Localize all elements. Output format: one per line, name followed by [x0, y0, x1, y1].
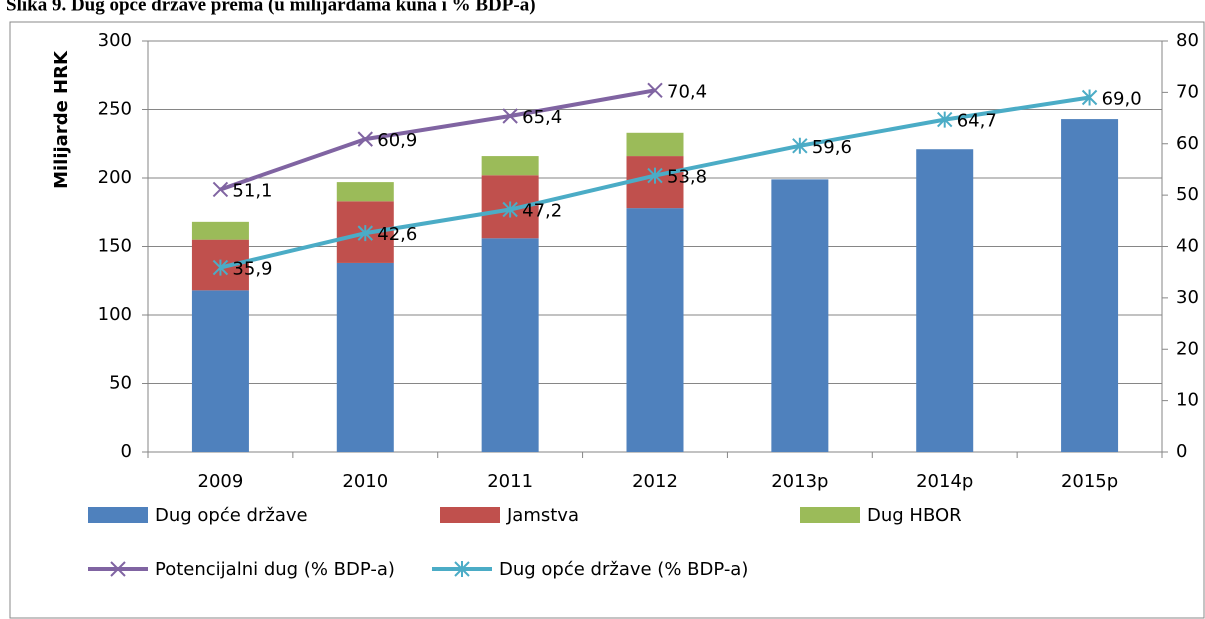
line-marker: [357, 225, 373, 242]
x-tick-label: 2010: [342, 471, 388, 492]
chart-title: Slika 9. Dug opće države prema (u milija…: [6, 0, 536, 15]
legend-label: Jamstva: [506, 505, 579, 526]
y2-tick-label: 10: [1176, 390, 1199, 411]
line-marker: [1081, 89, 1098, 106]
bar: [481, 156, 539, 176]
data-label: 47,2: [522, 201, 562, 222]
y2-tick-label: 50: [1176, 184, 1199, 205]
line-marker: [502, 108, 518, 124]
y2-tick-label: 60: [1176, 133, 1199, 154]
x-tick-label: 2015p: [1061, 471, 1118, 492]
line-marker: [937, 111, 953, 128]
data-label: 53,8: [667, 167, 707, 188]
data-label: 65,4: [522, 107, 562, 128]
data-label: 64,7: [957, 111, 997, 132]
y-tick-label: 0: [121, 441, 132, 462]
line-marker: [357, 131, 373, 147]
legend-label: Dug opće države (% BDP-a): [499, 559, 748, 580]
x-tick-label: 2013p: [771, 471, 828, 492]
line-marker: [212, 259, 229, 276]
bar: [191, 290, 249, 452]
y-tick-label: 300: [98, 30, 132, 51]
bar: [191, 221, 249, 240]
data-label: 51,1: [232, 180, 272, 201]
line-marker: [647, 167, 663, 184]
legend-label: Dug opće države: [155, 505, 308, 526]
legend-swatch: [440, 507, 500, 523]
line-marker: [212, 181, 229, 198]
legend-marker: [454, 561, 470, 577]
data-label: 42,6: [377, 224, 417, 245]
legend-label: Dug HBOR: [867, 505, 962, 526]
y-tick-label: 50: [109, 373, 132, 394]
y2-tick-label: 80: [1176, 30, 1199, 51]
legend-swatch: [88, 507, 148, 523]
y2-tick-label: 20: [1176, 338, 1199, 359]
line-marker: [502, 201, 518, 218]
data-label: 70,4: [667, 81, 707, 102]
data-label: 59,6: [812, 137, 852, 158]
bar: [916, 149, 974, 453]
legend-label: Potencijalni dug (% BDP-a): [155, 559, 395, 580]
y-tick-label: 250: [98, 99, 132, 120]
data-label: 35,9: [232, 259, 272, 280]
legend-swatch: [800, 507, 860, 523]
bar: [626, 132, 684, 157]
bar: [771, 179, 829, 452]
x-tick-label: 2011: [487, 471, 533, 492]
x-tick-label: 2014p: [916, 471, 973, 492]
x-tick-label: 2009: [198, 471, 244, 492]
line-marker: [792, 137, 808, 154]
bar: [626, 208, 684, 452]
data-label: 69,0: [1102, 89, 1142, 110]
legend-marker: [110, 561, 126, 577]
line-marker: [647, 82, 663, 99]
y2-tick-label: 70: [1176, 81, 1199, 102]
chart-frame: [9, 21, 1205, 619]
y2-tick-label: 30: [1176, 287, 1199, 308]
data-label: 60,9: [377, 130, 417, 151]
y-tick-label: 200: [98, 167, 132, 188]
y2-tick-label: 0: [1176, 441, 1187, 462]
bar: [336, 262, 394, 452]
bar: [481, 238, 539, 452]
y-tick-label: 100: [98, 304, 132, 325]
x-tick-label: 2012: [632, 471, 678, 492]
line: [219, 88, 656, 192]
bar: [336, 182, 394, 202]
bar: [1061, 119, 1119, 452]
y-axis-label: Milijarde HRK: [51, 50, 72, 189]
y-tick-label: 150: [98, 236, 132, 257]
y2-tick-label: 40: [1176, 236, 1199, 257]
